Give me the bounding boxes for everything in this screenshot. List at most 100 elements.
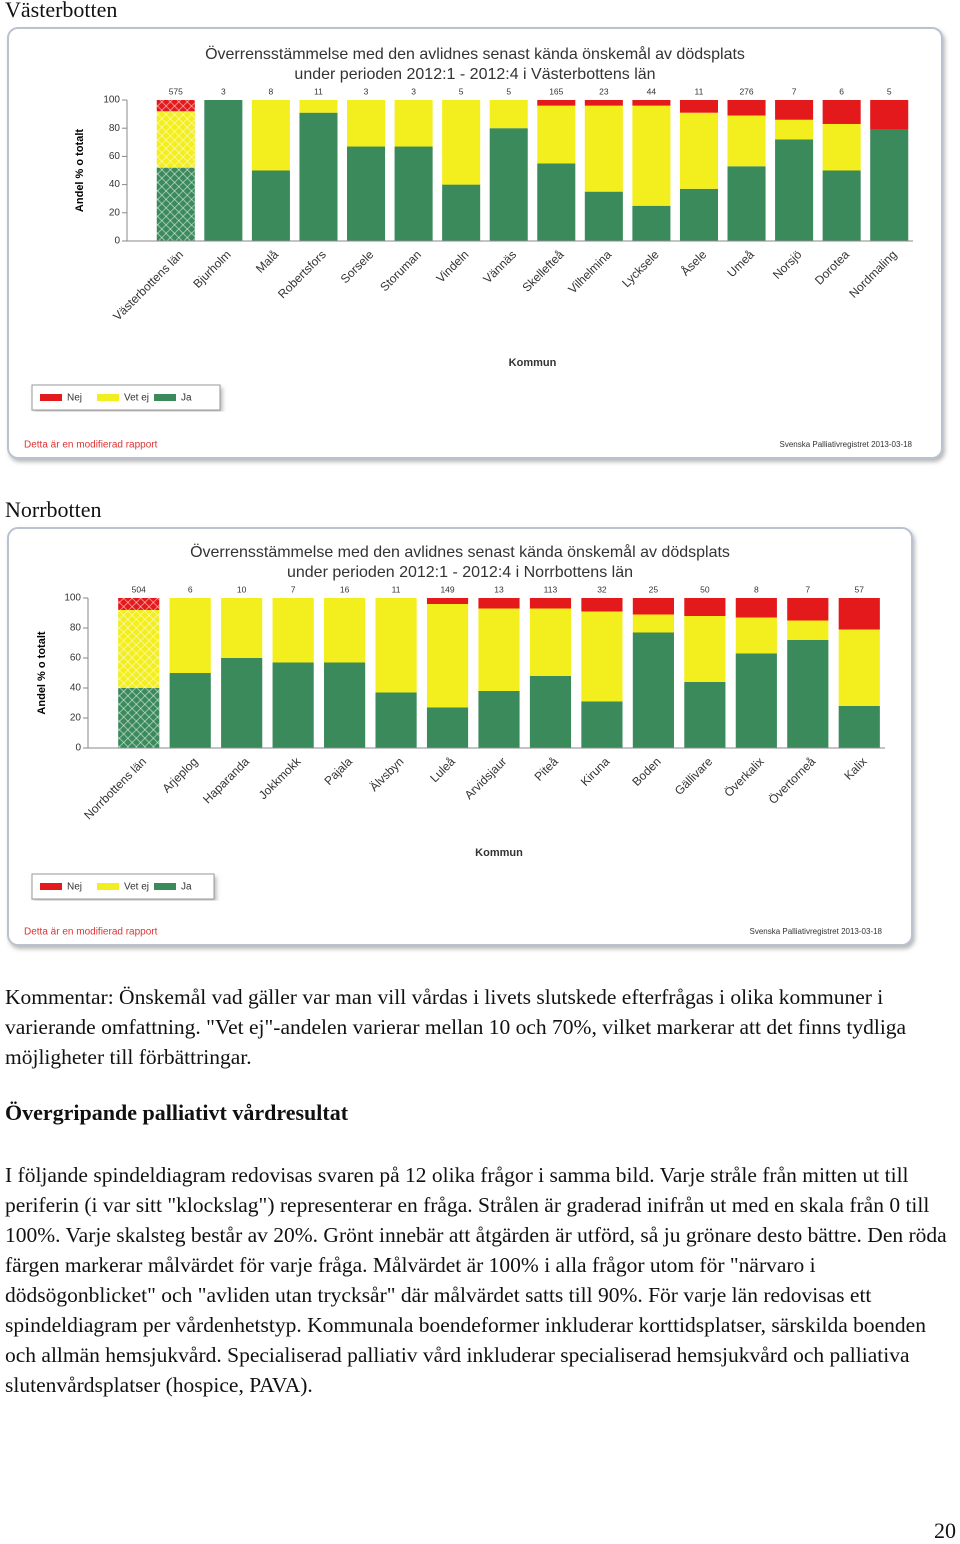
bar-segment xyxy=(632,205,671,241)
bar-segment xyxy=(581,611,623,702)
bar-segment xyxy=(169,673,211,748)
bar-segment xyxy=(426,707,469,748)
legend-box xyxy=(31,873,215,900)
bar-segment xyxy=(838,706,880,748)
bar-segment xyxy=(822,170,861,241)
bar-segment xyxy=(426,604,469,708)
report-note: Detta är en modifierad rapport xyxy=(24,927,158,938)
bar-segment xyxy=(870,100,909,130)
y-tick-label: 100 xyxy=(64,593,81,604)
bar-segment xyxy=(584,105,623,192)
legend-label: Ja xyxy=(181,882,192,893)
bar-segment xyxy=(221,598,263,658)
bar-segment xyxy=(632,598,674,615)
bar-segment xyxy=(529,608,572,676)
y-tick-label: 40 xyxy=(109,179,121,190)
source-note: Svenska Palliativregistret 2013-03-18 xyxy=(779,440,912,449)
count-label: 23 xyxy=(599,86,609,96)
bar-segment xyxy=(426,598,469,604)
count-label: 10 xyxy=(237,584,247,594)
bar-segment xyxy=(529,676,572,748)
count-label: 3 xyxy=(221,86,226,96)
count-label: 11 xyxy=(695,86,704,96)
bar-segment xyxy=(394,146,433,241)
bar-segment xyxy=(478,691,520,748)
bar-segment xyxy=(787,640,829,748)
count-label: 13 xyxy=(494,584,504,594)
count-label: 16 xyxy=(340,584,350,594)
count-label: 7 xyxy=(792,86,797,96)
count-label: 5 xyxy=(887,86,892,96)
bar-segment xyxy=(537,105,576,164)
chart-title: Överrensstämmelse med den avlidnes senas… xyxy=(190,543,730,561)
bar-segment xyxy=(632,632,674,748)
bar-segment xyxy=(727,166,766,241)
chart-title: Överrensstämmelse med den avlidnes senas… xyxy=(205,45,745,63)
bar-segment xyxy=(478,598,520,609)
hatch xyxy=(156,100,195,112)
bar-segment xyxy=(478,608,520,691)
y-tick-label: 20 xyxy=(109,207,121,218)
bar-segment xyxy=(489,128,528,241)
bar-segment xyxy=(272,662,314,748)
y-tick-label: 0 xyxy=(114,236,120,247)
bar-segment xyxy=(787,620,829,640)
count-label: 50 xyxy=(700,584,710,594)
count-label: 7 xyxy=(291,584,296,594)
count-label: 8 xyxy=(269,86,274,96)
paragraph: I följande spindeldiagram redovisas svar… xyxy=(5,1163,947,1397)
count-label: 5 xyxy=(459,86,464,96)
bar-segment xyxy=(870,129,909,241)
count-label: 57 xyxy=(855,584,865,594)
x-axis-label: Kommun xyxy=(509,357,557,369)
bar-segment xyxy=(735,598,777,618)
count-label: 7 xyxy=(805,584,810,594)
bar-segment xyxy=(584,100,623,106)
charts: Överrensstämmelse med den avlidnes senas… xyxy=(7,27,943,946)
bar-segment xyxy=(775,100,814,120)
bar-segment xyxy=(679,100,718,113)
count-label: 3 xyxy=(364,86,369,96)
bar-segment xyxy=(375,598,417,693)
bar-segment xyxy=(581,598,623,612)
legend-swatch xyxy=(40,394,62,401)
bar-segment xyxy=(584,191,623,241)
bar-segment xyxy=(684,682,726,748)
count-label: 3 xyxy=(411,86,416,96)
bar-segment xyxy=(221,658,263,748)
legend-swatch xyxy=(97,394,119,401)
bar-segment xyxy=(324,662,366,748)
y-tick-label: 20 xyxy=(70,713,82,724)
hatch xyxy=(156,111,195,168)
bar-segment xyxy=(727,115,766,167)
bar-segment xyxy=(679,112,718,189)
y-axis-label: Andel % o totalt xyxy=(36,631,48,714)
bar-segment xyxy=(394,100,433,147)
bar-segment xyxy=(684,616,726,682)
bar-segment xyxy=(272,598,314,663)
bar-segment xyxy=(442,100,481,185)
legend-swatch xyxy=(97,883,119,890)
count-label: 6 xyxy=(839,86,844,96)
hatch xyxy=(118,688,160,748)
count-label: 113 xyxy=(544,584,558,594)
bar-segment xyxy=(324,598,366,663)
bar-segment xyxy=(299,100,338,113)
y-axis-label: Andel % o totalt xyxy=(74,129,86,212)
source-note: Svenska Palliativregistret 2013-03-18 xyxy=(749,927,882,936)
bar-segment xyxy=(679,188,718,241)
bar-segment xyxy=(169,598,211,673)
bar-segment xyxy=(735,617,777,654)
region-heading: Västerbotten xyxy=(5,0,118,22)
bar-segment xyxy=(204,100,243,241)
bar-segment xyxy=(632,100,671,106)
comment: Kommentar: Önskemål vad gäller var man v… xyxy=(5,985,907,1069)
bar-segment xyxy=(822,100,861,124)
y-tick-label: 0 xyxy=(75,743,81,754)
count-label: 6 xyxy=(188,584,193,594)
hatch xyxy=(118,610,160,688)
bar-segment xyxy=(822,123,861,171)
hatch xyxy=(156,167,195,241)
bar-segment xyxy=(347,100,386,147)
